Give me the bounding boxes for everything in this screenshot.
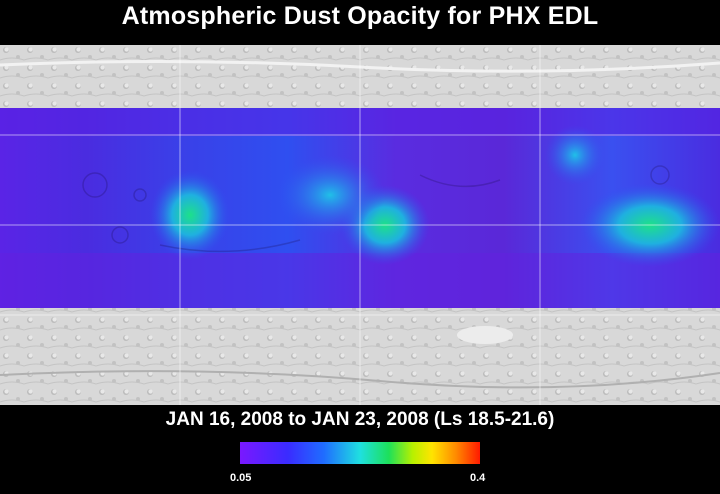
map-grid (0, 45, 720, 405)
date-range-label: JAN 16, 2008 to JAN 23, 2008 (Ls 18.5-21… (165, 409, 555, 430)
page-title: Atmospheric Dust Opacity for PHX EDL (121, 2, 599, 30)
dust-opacity-map (0, 45, 720, 405)
dust-region-west (150, 170, 230, 260)
colorbar-max-label: 0.4 (470, 472, 486, 484)
opacity-colorbar (240, 442, 480, 464)
colorbar-min-label: 0.05 (230, 472, 252, 484)
